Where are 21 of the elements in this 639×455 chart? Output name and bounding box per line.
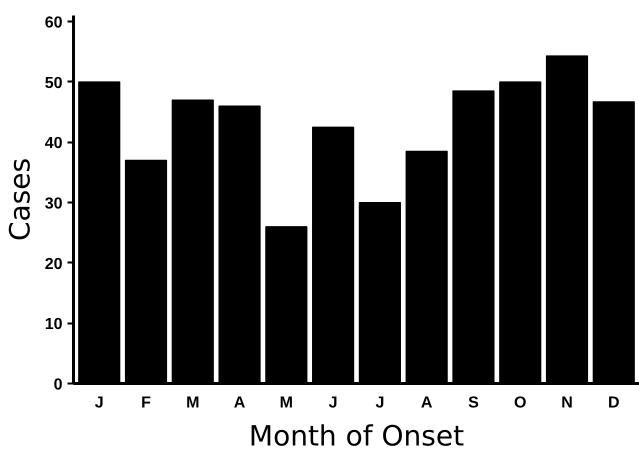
x-tick-label: F xyxy=(141,394,152,412)
y-axis-title: Cases xyxy=(4,158,37,242)
y-tick-label: 50 xyxy=(44,74,63,92)
x-tick-label: J xyxy=(375,394,384,412)
x-tick-label: M xyxy=(280,394,293,412)
x-tick-label: N xyxy=(561,394,573,412)
x-tick-label: O xyxy=(514,394,526,412)
x-tick-label: S xyxy=(468,394,480,412)
x-tick-label: D xyxy=(608,394,620,412)
y-tick-label: 0 xyxy=(54,376,63,394)
y-tick-label: 30 xyxy=(44,196,63,213)
y-tick-label: 40 xyxy=(44,135,63,152)
x-axis-title: Month of Onset xyxy=(248,420,464,452)
y-tick-label: 60 xyxy=(44,14,63,32)
x-tick-label: A xyxy=(234,394,246,412)
x-tick-label: J xyxy=(94,394,104,412)
y-tick-label: 20 xyxy=(44,256,63,273)
x-tick-label: A xyxy=(420,394,433,412)
x-tick-label: M xyxy=(186,394,200,412)
y-tick-label: 10 xyxy=(44,316,63,334)
x-tick-label: J xyxy=(328,394,338,412)
